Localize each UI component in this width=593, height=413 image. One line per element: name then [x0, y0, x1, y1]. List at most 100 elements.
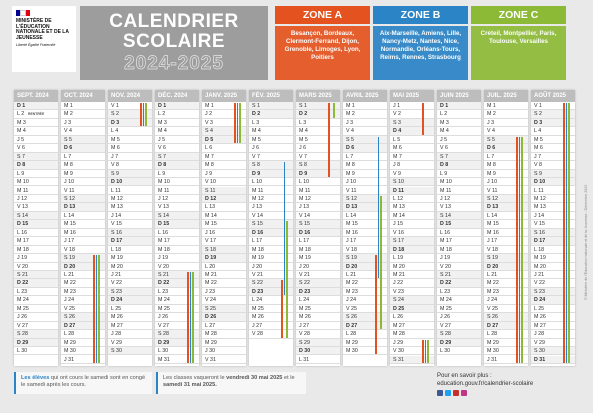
day-row: M 8	[484, 161, 528, 170]
day-row: V 11	[484, 187, 528, 195]
day-row: D 1	[14, 102, 58, 111]
url[interactable]: education.gouv.fr/calendrier-scolaire	[437, 381, 534, 387]
day-row: J 12	[155, 195, 199, 204]
years: 2024-2025	[124, 53, 224, 74]
day-row: V 4	[343, 127, 387, 136]
holiday-bar	[283, 162, 286, 296]
day-row: J 5	[14, 136, 58, 145]
day-row: M 24	[155, 296, 199, 305]
day-row: J 31	[484, 356, 528, 364]
day-row: L 11	[108, 187, 152, 195]
day-row: L 23	[14, 288, 58, 297]
day-row: S 26	[61, 313, 105, 322]
day-row: M 23	[484, 288, 528, 297]
instagram-icon[interactable]	[461, 390, 467, 396]
day-row: L 16	[437, 229, 481, 238]
day-row: V 22	[108, 279, 152, 288]
day-row: M 20	[531, 263, 575, 271]
day-row: M 21	[202, 271, 246, 280]
day-row: L 31	[296, 356, 340, 364]
day-row: S 15	[249, 220, 293, 229]
day-row: J 23	[202, 288, 246, 297]
day-row: L 23	[437, 288, 481, 297]
holiday-bar	[333, 103, 335, 118]
day-row: L 9	[437, 170, 481, 179]
day-row: J 1	[390, 102, 434, 111]
day-row: D 20	[484, 262, 528, 271]
day-row: M 2	[343, 110, 387, 119]
day-row: J 19	[14, 254, 58, 263]
day-row: L 5	[390, 136, 434, 145]
day-row: L 3	[296, 119, 340, 128]
day-row: M 1	[484, 102, 528, 111]
day-row: J 26	[14, 313, 58, 322]
day-row: S 23	[531, 287, 575, 297]
holiday-bar	[93, 255, 95, 363]
day-row: J 27	[296, 322, 340, 331]
holiday-bar	[286, 221, 288, 338]
day-row: S 24	[390, 296, 434, 305]
day-row: M 5	[296, 136, 340, 145]
day-row: M 30	[61, 347, 105, 356]
day-row: J 24	[61, 296, 105, 305]
day-row: L 4	[531, 127, 575, 136]
day-row: L 16	[14, 229, 58, 238]
day-row: J 24	[343, 296, 387, 305]
day-row: S 4	[202, 127, 246, 136]
day-row: M 18	[296, 246, 340, 255]
day-row: J 12	[437, 195, 481, 204]
day-row: D 31	[531, 355, 575, 364]
day-row: M 22	[202, 279, 246, 288]
day-row: S 9	[108, 169, 152, 179]
holiday-bar	[516, 136, 518, 363]
day-row: J 8	[390, 161, 434, 170]
day-row: M 15	[61, 220, 105, 229]
day-row: S 16	[108, 228, 152, 238]
holiday-bar	[424, 339, 427, 363]
day-row: M 27	[108, 322, 152, 331]
day-row: M 3	[155, 119, 199, 128]
youtube-icon[interactable]	[453, 390, 459, 396]
day-row: M 11	[296, 187, 340, 195]
day-row: D 29	[14, 338, 58, 348]
day-row: J 21	[108, 271, 152, 280]
day-row: D 9	[296, 169, 340, 179]
day-row: D 22	[14, 279, 58, 288]
day-row: L 27	[202, 322, 246, 331]
zone-box: ZONE C Créteil, Montpellier, Paris, Toulo…	[471, 6, 566, 80]
holiday-bar	[189, 272, 192, 363]
day-row: V 3	[202, 119, 246, 128]
day-row: M 15	[343, 220, 387, 229]
day-row: M 4	[155, 127, 199, 136]
holiday-bar	[236, 103, 239, 144]
day-row: D 24	[108, 296, 152, 305]
month-header: FÉV. 2025	[249, 90, 293, 102]
day-row: S 30	[531, 347, 575, 356]
day-row: L 24	[296, 296, 340, 305]
day-row: M 29	[343, 339, 387, 348]
day-row: V 4	[484, 127, 528, 136]
day-row: J 20	[296, 263, 340, 271]
day-row: M 4	[14, 127, 58, 136]
day-row: S 15	[296, 220, 340, 229]
facebook-icon[interactable]	[437, 390, 443, 396]
day-row: D 13	[343, 203, 387, 212]
zone-cities: Créteil, Montpellier, Paris, Toulouse, V…	[471, 26, 566, 80]
day-row: S 28	[155, 330, 199, 339]
day-row: S 5	[61, 135, 105, 145]
day-row: M 20	[108, 263, 152, 271]
twitter-icon[interactable]	[445, 390, 451, 396]
day-row: M 5	[108, 136, 152, 145]
day-row: M 6	[108, 144, 152, 153]
day-row: J 12	[14, 195, 58, 204]
holiday-bar	[568, 103, 570, 363]
day-row: L 28	[484, 330, 528, 339]
day-row: D 27	[484, 321, 528, 331]
day-row: J 7	[108, 153, 152, 162]
day-row: D 16	[296, 228, 340, 238]
day-row: L 12	[390, 195, 434, 204]
day-row: J 10	[484, 178, 528, 187]
day-row: L 26	[390, 313, 434, 322]
